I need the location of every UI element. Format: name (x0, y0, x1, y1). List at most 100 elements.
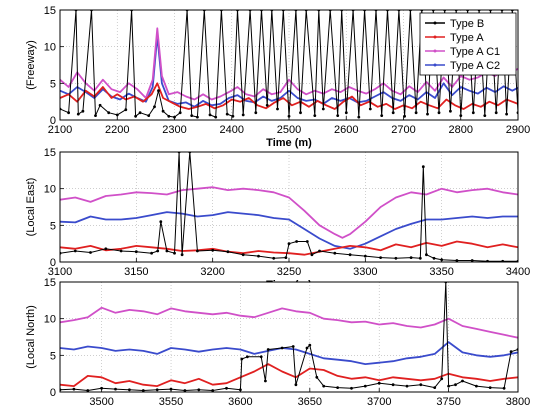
y-tick-label: 5 (50, 78, 56, 90)
series-line-type-a-c2 (60, 211, 518, 250)
data-point (409, 256, 413, 259)
data-point (107, 111, 111, 115)
data-point (321, 107, 325, 111)
plot-area (60, 282, 518, 392)
data-point (266, 348, 270, 351)
data-point (196, 249, 199, 253)
data-point (291, 345, 295, 348)
y-tick-label: 10 (44, 314, 56, 326)
y-tick-label: 0 (50, 387, 56, 399)
data-point (403, 114, 406, 118)
x-tick-label: 3300 (353, 266, 377, 278)
data-point (313, 114, 317, 117)
data-point (377, 381, 381, 385)
data-point (363, 254, 367, 258)
data-point (322, 384, 326, 388)
y-tick-label: 5 (50, 220, 56, 232)
x-tick-label: 3500 (89, 396, 113, 408)
data-point (368, 107, 372, 111)
legend-entry: Type A C2 (450, 60, 500, 72)
x-tick-label: 3700 (367, 396, 391, 408)
data-point (211, 389, 215, 392)
data-point (157, 89, 160, 93)
y-tick-label: 15 (44, 147, 56, 159)
legend-marker (433, 49, 437, 53)
data-point (379, 256, 382, 259)
data-point (231, 114, 235, 118)
y-tick-label: 5 (50, 350, 56, 362)
data-point (211, 248, 215, 252)
data-point (94, 114, 97, 117)
data-point (336, 386, 339, 389)
legend-marker (433, 35, 437, 39)
data-point (502, 386, 506, 390)
y-axis-label: (Local North) (25, 305, 37, 369)
data-point (264, 379, 267, 383)
data-point (494, 111, 498, 115)
data-point (455, 259, 459, 262)
data-point (315, 375, 319, 379)
y-tick-label: 10 (44, 42, 56, 54)
data-point (119, 249, 123, 253)
data-point (305, 346, 309, 350)
data-point (509, 350, 513, 354)
data-point (246, 355, 249, 359)
x-tick-label: 3100 (48, 266, 72, 278)
x-tick-label: 3350 (429, 266, 453, 278)
data-point (333, 251, 337, 255)
data-point (241, 113, 245, 117)
data-point (259, 355, 263, 359)
data-point (405, 384, 409, 388)
series-line-type-a-c2 (60, 341, 518, 366)
data-point (486, 259, 489, 262)
data-point (272, 256, 276, 260)
data-point (86, 389, 90, 392)
chart-freeway: 2100 2200 2300 2400 2500 2600 2700 2800 2900 0 5 10… (25, 5, 530, 149)
data-point (165, 249, 169, 253)
y-tick-label: 0 (50, 115, 56, 127)
data-point (305, 240, 309, 243)
data-point (287, 242, 291, 246)
x-tick-label: 2500 (277, 124, 301, 136)
x-tick-label: 2200 (105, 124, 129, 136)
data-point (459, 114, 463, 117)
data-point (67, 111, 70, 115)
data-point (449, 109, 452, 113)
data-point (197, 388, 201, 392)
data-point (295, 240, 298, 243)
data-point (284, 256, 288, 259)
data-point (294, 383, 298, 387)
data-point (98, 103, 102, 107)
x-axis-label: Time (m) (266, 137, 312, 149)
data-point (421, 165, 425, 169)
x-tick-label: 2300 (162, 124, 186, 136)
data-point (310, 253, 314, 257)
data-point (150, 251, 154, 255)
data-point (432, 256, 436, 260)
data-point (254, 111, 258, 115)
data-point (76, 112, 80, 116)
series-line-type-b (60, 282, 518, 391)
data-point (155, 388, 159, 392)
data-point (153, 105, 156, 109)
data-point (433, 386, 437, 389)
y-tick-label: 10 (44, 184, 56, 196)
data-point (440, 377, 444, 381)
data-point (414, 111, 418, 115)
chart-local-north: 3500355036003650370037503800051015Time (… (25, 277, 530, 410)
data-point (299, 111, 302, 115)
data-point (167, 114, 171, 118)
data-point (280, 346, 284, 350)
legend-entry: Type B (450, 18, 484, 30)
data-point (425, 253, 428, 257)
legend-marker (433, 63, 437, 67)
data-point (134, 250, 138, 254)
legend-entry: Type A (450, 32, 484, 44)
data-point (454, 383, 457, 387)
data-point (419, 383, 423, 387)
data-point (72, 387, 76, 391)
data-point (470, 259, 474, 262)
x-tick-label: 3650 (298, 396, 322, 408)
y-tick-label: 0 (50, 257, 56, 269)
